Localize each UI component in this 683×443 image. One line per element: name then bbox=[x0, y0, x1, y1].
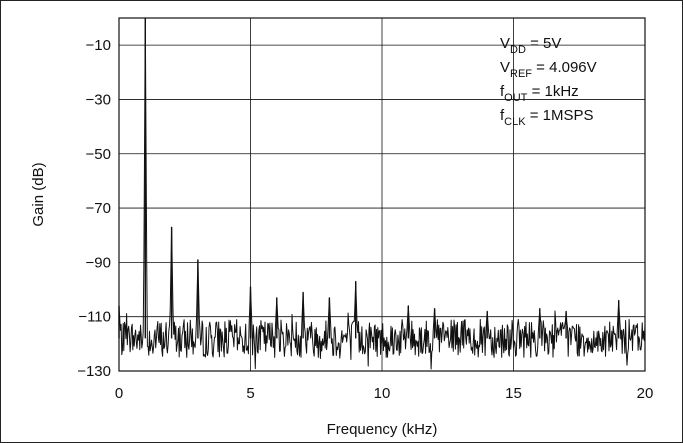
x-tick-label: 5 bbox=[246, 385, 254, 402]
x-tick-label: 20 bbox=[637, 385, 654, 402]
y-tick-label: −30 bbox=[86, 91, 111, 108]
spectrum-trace bbox=[118, 17, 646, 370]
y-axis-label: Gain (dB) bbox=[30, 162, 47, 226]
annotation-line: fOUT = 1kHz bbox=[500, 83, 579, 104]
y-tick-labels: −10 −30 −50 −70 −90 −110 −130 bbox=[77, 37, 111, 380]
x-tick-label: 15 bbox=[505, 385, 522, 402]
annotation-line: VREF = 4.096V bbox=[500, 59, 597, 80]
y-tick-label: −110 bbox=[78, 309, 111, 326]
y-tick-label: −50 bbox=[86, 146, 111, 163]
plot-area-border bbox=[118, 17, 646, 372]
y-tick-label: −90 bbox=[86, 254, 111, 271]
y-tick-label: −130 bbox=[77, 363, 111, 380]
x-tick-labels: 0 5 10 15 20 bbox=[115, 385, 654, 402]
x-tick-label: 10 bbox=[374, 385, 391, 402]
annotation-line: fCLK = 1MSPS bbox=[500, 107, 594, 128]
y-tick-label: −70 bbox=[86, 200, 111, 217]
conditions-annotation: VDD = 5V VREF = 4.096V fOUT = 1kHz fCLK = 1… bbox=[500, 35, 597, 128]
x-tick-label: 0 bbox=[115, 385, 123, 402]
annotation-line: VDD = 5V bbox=[500, 35, 561, 56]
series-line bbox=[118, 17, 646, 370]
x-axis-label: Frequency (kHz) bbox=[327, 421, 438, 438]
y-tick-label: −10 bbox=[86, 37, 111, 54]
